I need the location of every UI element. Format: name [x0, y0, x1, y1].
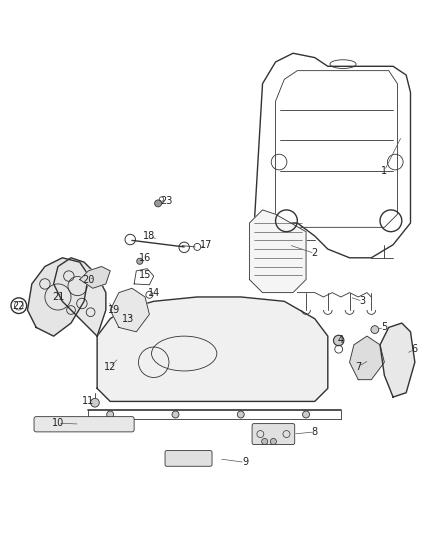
Circle shape	[172, 411, 179, 418]
Polygon shape	[380, 323, 415, 397]
Text: 16: 16	[139, 253, 151, 263]
Circle shape	[303, 411, 310, 418]
Polygon shape	[350, 336, 385, 379]
Polygon shape	[250, 210, 306, 293]
Text: 4: 4	[338, 335, 344, 345]
Text: 23: 23	[161, 196, 173, 206]
Polygon shape	[80, 266, 110, 288]
FancyBboxPatch shape	[165, 450, 212, 466]
Text: 12: 12	[104, 361, 117, 372]
Circle shape	[91, 398, 99, 407]
Circle shape	[107, 411, 114, 418]
Text: 10: 10	[52, 418, 64, 428]
Text: 17: 17	[200, 240, 212, 250]
Text: 8: 8	[312, 427, 318, 437]
Polygon shape	[53, 258, 106, 336]
Text: 6: 6	[412, 344, 418, 354]
Text: 21: 21	[52, 292, 64, 302]
Text: 18: 18	[143, 231, 155, 241]
Circle shape	[155, 200, 162, 207]
Text: 22: 22	[13, 301, 25, 311]
Text: 7: 7	[355, 361, 361, 372]
Polygon shape	[110, 288, 149, 332]
Text: 1: 1	[381, 166, 388, 176]
Circle shape	[237, 411, 244, 418]
Text: 20: 20	[82, 274, 95, 285]
Circle shape	[371, 326, 379, 334]
Circle shape	[333, 335, 344, 346]
Circle shape	[137, 258, 143, 264]
FancyBboxPatch shape	[252, 424, 295, 445]
Text: 9: 9	[242, 457, 248, 467]
Text: 13: 13	[121, 314, 134, 324]
Text: 3: 3	[360, 296, 366, 306]
Polygon shape	[28, 258, 88, 336]
Text: 11: 11	[82, 397, 95, 407]
Text: 19: 19	[109, 305, 121, 315]
Circle shape	[261, 439, 268, 445]
FancyBboxPatch shape	[34, 417, 134, 432]
Text: 5: 5	[381, 322, 388, 333]
Text: 15: 15	[139, 270, 151, 280]
Text: 2: 2	[311, 248, 318, 259]
Circle shape	[270, 439, 276, 445]
Text: 14: 14	[148, 288, 160, 297]
Polygon shape	[97, 297, 328, 401]
